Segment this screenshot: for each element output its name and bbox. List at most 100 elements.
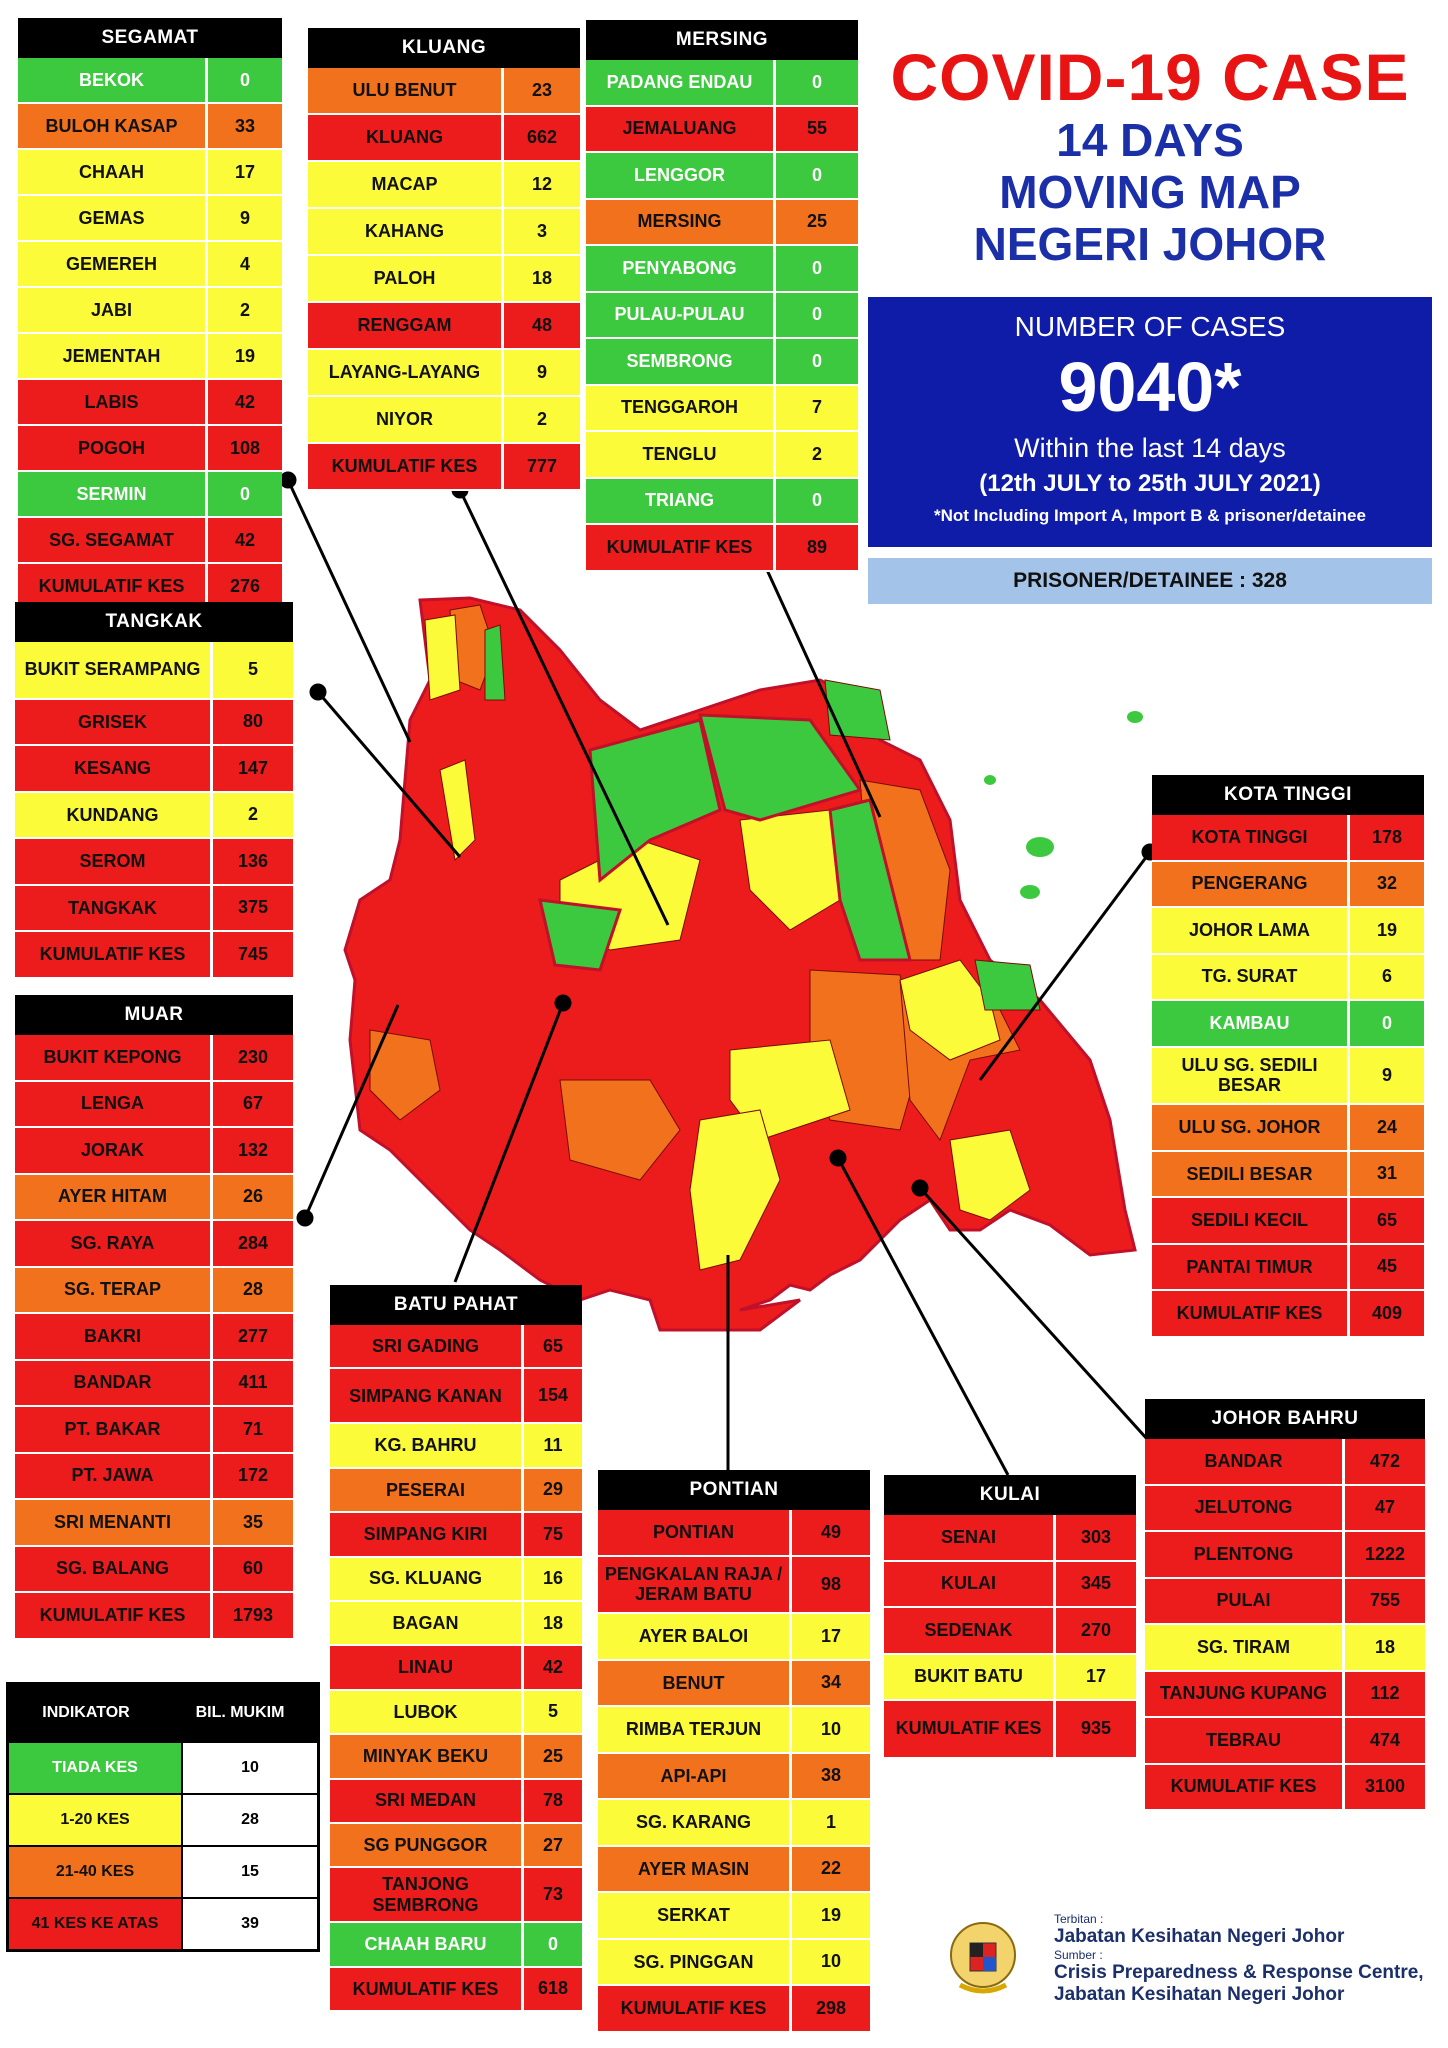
- mukim-name: BAKRI: [15, 1314, 213, 1359]
- legend-header-indikator: INDIKATOR: [42, 1704, 130, 1721]
- mukim-case-count: 42: [542, 1657, 564, 1678]
- mukim-case-count: 2: [239, 299, 250, 320]
- leader-tangkak: [316, 691, 462, 858]
- map-island: [1026, 837, 1054, 857]
- map-region-green-chaah-baru: [538, 898, 623, 972]
- map-region-yellow-ulu-sedili: [899, 959, 1001, 1061]
- mukim-row: KUMULATIF KES 777: [308, 444, 580, 491]
- mukim-row: KLUANG 662: [308, 115, 580, 162]
- mukim-case-count: 73: [542, 1884, 564, 1905]
- crest-logo: [950, 1922, 1016, 1994]
- mukim-case-count: 6: [1381, 966, 1392, 987]
- mukim-row: SG. SEGAMAT 42: [18, 518, 282, 564]
- mukim-row: KUMULATIF KES 1793: [15, 1593, 293, 1640]
- mukim-case-count: 49: [820, 1521, 842, 1542]
- mukim-name: SG. KARANG: [598, 1800, 792, 1845]
- mukim-name: LAYANG-LAYANG: [308, 350, 504, 395]
- map-island: [1020, 885, 1040, 899]
- panel-title: BATU PAHAT: [330, 1285, 582, 1325]
- mukim-case-count: 12: [531, 174, 553, 194]
- mukim-row: SEMBRONG 0: [586, 339, 858, 386]
- mukim-case-count: 5: [247, 659, 258, 680]
- mukim-case-count: 2: [811, 443, 822, 464]
- mukim-name: GEMAS: [18, 196, 208, 240]
- panel-title: PONTIAN: [598, 1470, 870, 1510]
- mukim-case-count: 1: [825, 1811, 836, 1832]
- case-summary-box: NUMBER OF CASES 9040* Within the last 14…: [868, 297, 1432, 547]
- panel-batu-pahat: BATU PAHAT SRI GADING 65 SIMPANG KANAN 154 KG…: [330, 1285, 582, 2013]
- mukim-row: TRIANG 0: [586, 478, 858, 525]
- mukim-row: PADANG ENDAU 0: [586, 60, 858, 107]
- mukim-case-count: 474: [1369, 1729, 1401, 1750]
- mukim-case-count: 1793: [232, 1604, 274, 1625]
- mukim-case-count: 17: [1085, 1666, 1107, 1687]
- mukim-name: SG. TERAP: [15, 1267, 213, 1312]
- mukim-name: KG. BAHRU: [330, 1424, 524, 1467]
- mukim-name: PADANG ENDAU: [586, 60, 776, 105]
- mukim-case-count: 17: [820, 1625, 842, 1646]
- leader-muar: [303, 1004, 400, 1219]
- mukim-row: PENYABONG 0: [586, 246, 858, 293]
- mukim-case-count: 19: [1376, 919, 1398, 940]
- mukim-case-count: 45: [1376, 1256, 1398, 1277]
- mukim-name: PONTIAN: [598, 1510, 792, 1555]
- mukim-name: SEDENAK: [884, 1608, 1056, 1653]
- mukim-name: TANGKAK: [15, 885, 213, 931]
- mukim-case-count: 178: [1371, 826, 1403, 847]
- mukim-case-count: 755: [1369, 1590, 1401, 1611]
- mukim-case-count: 4: [239, 253, 250, 274]
- mukim-case-count: 935: [1080, 1718, 1112, 1739]
- mukim-case-count: 2: [247, 804, 258, 825]
- mukim-case-count: 25: [542, 1745, 564, 1766]
- mukim-name: KAHANG: [308, 209, 504, 254]
- mukim-case-count: 3100: [1364, 1776, 1406, 1797]
- mukim-row: SRI GADING 65: [330, 1325, 582, 1370]
- mukim-name: KUMULATIF KES: [308, 444, 504, 489]
- credits-sumber-label: Sumber :: [1054, 1948, 1103, 1962]
- mukim-name: KULAI: [884, 1561, 1056, 1606]
- mukim-name: NIYOR: [308, 397, 504, 442]
- mukim-name: POGOH: [18, 426, 208, 470]
- mukim-case-count: 28: [242, 1279, 264, 1300]
- mukim-row: KAMBAU 0: [1152, 1001, 1424, 1048]
- mukim-name: AYER HITAM: [15, 1174, 213, 1219]
- mukim-case-count: 47: [1374, 1497, 1396, 1518]
- mukim-case-count: 55: [806, 118, 828, 139]
- mukim-row: SEROM 136: [15, 839, 293, 886]
- mukim-row: KUMULATIF KES 935: [884, 1701, 1136, 1759]
- mukim-name: GRISEK: [15, 699, 213, 745]
- mukim-case-count: 35: [242, 1511, 264, 1532]
- mukim-name: PENGERANG: [1152, 861, 1350, 906]
- mukim-name: CHAAH BARU: [330, 1923, 524, 1966]
- mukim-name: SRI MENANTI: [15, 1500, 213, 1545]
- mukim-row: KUNDANG 2: [15, 792, 293, 840]
- mukim-row: SG. BALANG 60: [15, 1546, 293, 1593]
- mukim-name: CHAAH: [18, 150, 208, 194]
- mukim-row: MINYAK BEKU 25: [330, 1735, 582, 1780]
- mukim-name: PANTAI TIMUR: [1152, 1244, 1350, 1290]
- mukim-name: SIMPANG KIRI: [330, 1513, 524, 1556]
- legend-row: 21-40 KES 15: [9, 1845, 317, 1897]
- legend-count: 28: [181, 1795, 317, 1845]
- mukim-row: KUMULATIF KES 298: [598, 1986, 870, 2033]
- mukim-case-count: 411: [238, 1372, 268, 1393]
- map-region-orange-south: [559, 1079, 681, 1181]
- panel-title: TANGKAK: [15, 602, 293, 642]
- case-note: *Not Including Import A, Import B & pris…: [934, 506, 1366, 525]
- mukim-case-count: 409: [1371, 1302, 1403, 1323]
- leader-segamat: [286, 479, 412, 743]
- mukim-row: PLENTONG 1222: [1145, 1532, 1425, 1579]
- mukim-row: BUKIT KEPONG 230: [15, 1035, 293, 1082]
- mukim-case-count: 31: [1376, 1163, 1398, 1184]
- mukim-case-count: 0: [811, 257, 822, 278]
- mukim-case-count: 19: [820, 1904, 842, 1925]
- mukim-case-count: 375: [237, 897, 269, 918]
- mukim-name: SEMBRONG: [586, 339, 776, 384]
- mukim-name: LABIS: [18, 380, 208, 424]
- mukim-case-count: 745: [237, 943, 269, 964]
- title-line1: COVID-19 CASE: [890, 40, 1410, 114]
- mukim-case-count: 24: [1376, 1116, 1398, 1137]
- mukim-name: BEKOK: [18, 58, 208, 102]
- mukim-name: KUMULATIF KES: [15, 1593, 213, 1638]
- mukim-name: AYER BALOI: [598, 1614, 792, 1659]
